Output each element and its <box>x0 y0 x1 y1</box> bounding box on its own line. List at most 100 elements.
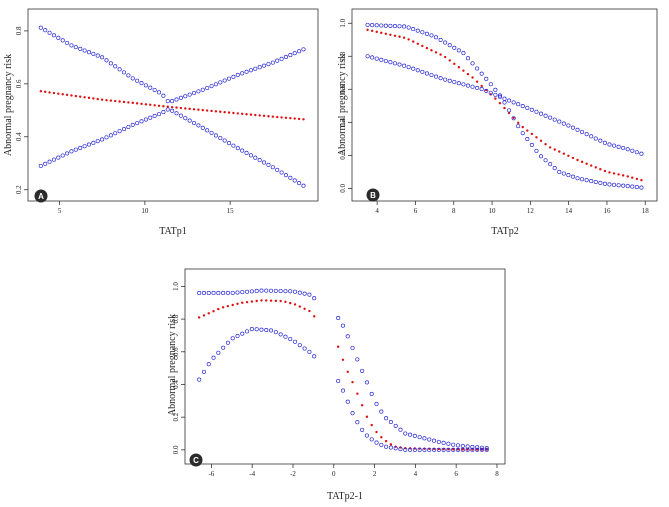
panel-a-badge-letter: A <box>38 192 44 201</box>
panel-b-ci-point <box>397 24 402 29</box>
panel-c-ci-point <box>225 340 230 345</box>
panel-b-ci-point <box>383 58 388 64</box>
panel-c-ci-point <box>460 447 465 452</box>
panel-b-fit-point <box>466 72 470 76</box>
panel-b-ci-point <box>611 143 617 148</box>
panel-a-fit-point <box>284 116 288 119</box>
panel-a-ci-point <box>266 162 271 167</box>
panel-c-fit-point <box>365 415 369 418</box>
panel-b-fit-point <box>539 139 543 142</box>
panel-b-fit-point <box>389 33 392 36</box>
panel-c-ci-point <box>350 345 355 350</box>
panel-b-ci-point <box>479 87 484 92</box>
panel-c-ci-point <box>417 447 422 452</box>
panel-c-ci-point <box>264 327 269 333</box>
panel-b-ci-point <box>420 30 425 35</box>
panel-c-ci-point <box>307 349 312 354</box>
panel-b-ci-point <box>557 119 562 124</box>
panel-b-fit-point <box>631 176 634 179</box>
panel-b-fit-point <box>590 164 593 167</box>
panel-a-x-tick-label: 15 <box>227 207 235 215</box>
panel-c-ci-point <box>422 436 427 441</box>
panel-a-fit-point <box>149 103 152 107</box>
panel-a-ci-point <box>78 46 83 51</box>
panel-c-fit-point <box>217 307 220 311</box>
panel-c-ci-point <box>312 296 317 301</box>
panel-b-ci-point <box>625 184 630 189</box>
panel-c-ci-point <box>436 439 441 444</box>
panel-a-y-tick-label: 0.8 <box>15 26 23 35</box>
panel-c-fit-point <box>370 423 373 427</box>
panel-b-ci-point <box>443 40 448 45</box>
panel-b-ci-point <box>475 85 480 90</box>
panel-b-ci-point <box>552 117 557 122</box>
panel-b-fit-point <box>585 162 588 165</box>
panel-c-ci-point <box>364 433 369 438</box>
panel-a-ci-point <box>161 93 166 98</box>
panel-b-fit-point <box>384 32 388 35</box>
panel-b-ci-point <box>534 109 539 114</box>
panel-c-ci-point <box>470 447 475 452</box>
panel-a-fit-point <box>105 98 108 102</box>
panel-a-ci-point <box>218 135 223 141</box>
panel-a-fit-point <box>210 109 213 113</box>
panel-c-ci-point <box>431 447 437 452</box>
panel-b-ci-point <box>488 90 493 95</box>
panel-c-ci-point <box>211 355 216 360</box>
panel-b-fit-point <box>562 152 566 155</box>
panel-a-fit-point <box>245 113 248 116</box>
panel-c-ci-point <box>230 336 235 341</box>
panel-b-ci-point <box>388 60 393 65</box>
panel-a-x-axis-label: TATp1 <box>159 226 187 237</box>
panel-b-fit-point <box>366 28 369 32</box>
panel-a-fit-point <box>61 93 64 96</box>
panel-a-fit-point <box>249 113 253 116</box>
panel-a-fit-point <box>162 105 165 108</box>
panel-a-fit-point <box>140 102 143 106</box>
panel-c-fit-point <box>202 314 206 317</box>
panel-a-fit-point <box>297 117 301 121</box>
panel-a-fit-point <box>214 110 218 113</box>
panel-a-ci-point <box>196 89 201 94</box>
panel-c-x-axis-label: TATp2-1 <box>327 491 363 502</box>
panel-a-ci-point <box>191 90 197 96</box>
panel-b-fit-point <box>535 136 538 139</box>
panel-c-ci-point <box>412 433 417 438</box>
panel-a-ci-point <box>152 113 157 118</box>
panel-a-ci-point <box>253 66 258 71</box>
panel-a-fit-point <box>236 112 240 115</box>
panel-b-ci-point <box>580 177 585 182</box>
panel-a-ci-point <box>257 65 262 70</box>
panel-b-ci-point <box>392 61 398 66</box>
panel-b-ci-point <box>511 116 516 121</box>
panel-b-ci-point <box>534 148 539 153</box>
panel-b-ci-point <box>488 82 493 87</box>
panel-b-ci-point <box>520 104 525 109</box>
panel-b-ci-point <box>538 154 544 159</box>
panel-a-x-tick-label: 10 <box>141 207 149 215</box>
panel-b-ci-point <box>529 142 534 148</box>
panel-b-fit-point <box>530 132 534 136</box>
panel-c-ci-point <box>374 440 379 445</box>
panel-b-ci-point <box>589 179 594 184</box>
panel-c-y-tick-label: 0.6 <box>172 347 180 356</box>
panel-b-fit-point <box>462 69 465 72</box>
panel-a-fit-point <box>70 94 73 97</box>
panel-b-fit-point <box>621 174 625 177</box>
panel-a-ci-point <box>86 50 92 55</box>
panel-a-ci-point <box>43 161 48 166</box>
panel-c-ci-point <box>221 290 226 296</box>
panel-a-fit-point <box>166 105 169 108</box>
panel-a-ci-point <box>275 58 280 63</box>
panel-b: 4 6 8 10 12 14 16 18 0.0 0.2 0.4 0.6 0.8 1.0 TATp2 A… <box>337 8 658 237</box>
panel-b-ci-point <box>424 71 429 76</box>
panel-a-ci-point <box>47 159 52 164</box>
panel-a-ci-point <box>43 28 48 33</box>
panel-c-x-tick-label: -4 <box>249 470 255 478</box>
panel-a-ci-point <box>100 55 105 60</box>
panel-b-fit-point <box>434 51 438 54</box>
panel-c-ci-point <box>451 447 456 452</box>
panel-b-ci-point <box>447 78 452 83</box>
panel-c-ci-point <box>475 447 480 452</box>
panel-c-ci-point <box>360 368 365 373</box>
